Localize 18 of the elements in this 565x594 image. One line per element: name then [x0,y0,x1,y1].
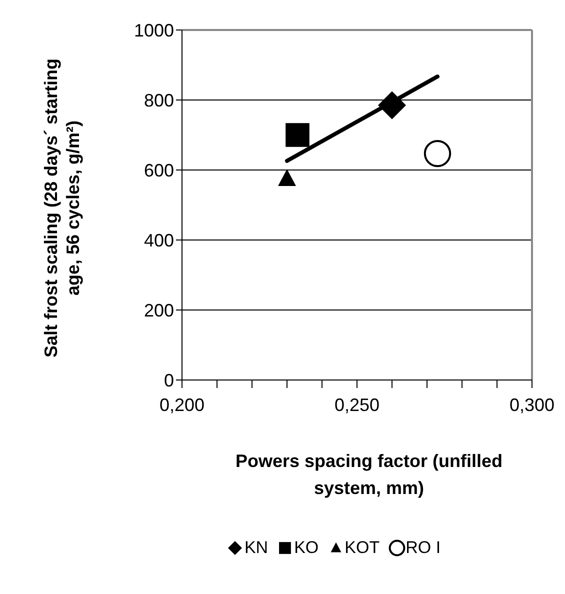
x-tick-label: 0,300 [509,394,555,415]
y-tick-label: 400 [144,230,174,250]
y-tick-label: 200 [144,300,174,320]
x-axis-title: Powers spacing factor (unfilled system, mm) [234,450,504,500]
legend-label: KOT [344,538,380,558]
y-tick-label: 600 [144,160,174,180]
y-axis-title: Salt frost scaling (28 days´ starting age, 56 cycles, g/m²) [40,57,84,360]
point [286,123,310,147]
y-tick-label: 0 [164,370,174,390]
x-tick-label: 0,200 [159,394,205,415]
y-tick-label: 1000 [134,20,174,40]
point [424,140,452,168]
legend-label: RO I [406,538,441,558]
legend-label: KN [244,538,268,558]
legend-label: KO [294,538,319,558]
y-tick-label: 800 [144,90,174,110]
x-tick-label: 0,250 [334,394,380,415]
point [278,169,296,186]
